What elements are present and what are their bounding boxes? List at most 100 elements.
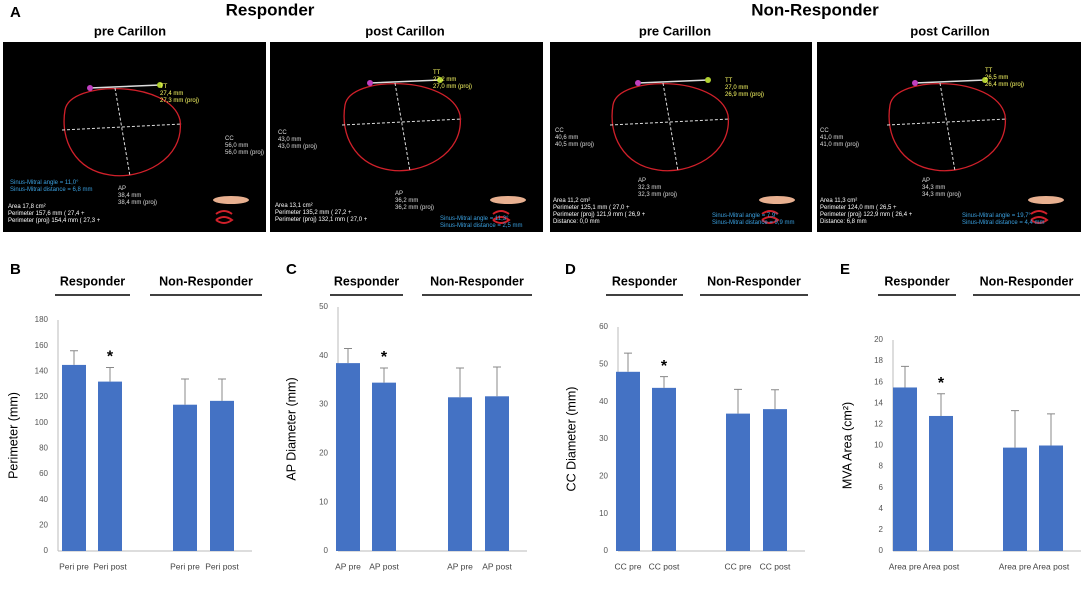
measurement-text: TT 27,0 mm 26,9 mm (proj) <box>725 78 764 98</box>
body-icon <box>213 196 249 204</box>
x-tick-label: Area pre <box>889 561 922 571</box>
x-tick-label: Peri pre <box>170 561 200 571</box>
measurement-line: 34,3 mm (proj) <box>922 192 961 198</box>
measurement-text: Sinus-Mitral angle = 11,0° Sinus-Mitral d… <box>10 180 93 193</box>
y-tick-label: 8 <box>879 462 884 471</box>
model-spiral <box>492 210 511 224</box>
measurement-text: CC 56,0 mm 56,0 mm (proj) <box>225 136 264 156</box>
measurement-text: AP 38,4 mm 38,4 mm (proj) <box>118 186 157 206</box>
annulus-contour <box>63 88 181 177</box>
measurement-line: AP <box>922 178 930 184</box>
bar <box>173 404 197 551</box>
measurement-line: Perimeter 125,1 mm ( 27,0 + <box>553 205 630 211</box>
group-label: Responder <box>612 274 677 288</box>
measurement-line: AP <box>118 186 126 192</box>
y-tick-label: 0 <box>44 546 49 555</box>
measurement-line: Distance: 0,0 mm <box>553 219 600 225</box>
tt-line <box>89 84 161 89</box>
error-bar <box>771 389 779 410</box>
y-tick-label: 18 <box>874 356 883 365</box>
bar <box>616 371 640 551</box>
measurement-line: 26,9 mm (proj) <box>725 92 764 98</box>
trigone-marker <box>367 80 373 86</box>
bar <box>726 413 750 551</box>
measurement-line: Sinus-Mitral distance = 2,5 mm <box>440 223 523 229</box>
y-tick-label: 100 <box>35 418 49 427</box>
y-axis-label: AP Diameter (mm) <box>284 377 298 480</box>
y-tick-label: 10 <box>319 497 328 506</box>
error-bar <box>380 367 388 383</box>
measurement-line: Perimeter (proj) 121,9 mm ( 26,9 + <box>553 212 646 218</box>
measurement-line: Perimeter (proj) 122,9 mm ( 26,4 + <box>820 212 913 218</box>
annulus-contour <box>611 83 729 172</box>
measurement-line: Area 13,1 cm² <box>275 203 313 209</box>
significance-marker: * <box>107 349 114 366</box>
measurement-text: Sinus-Mitral angle = 11,3° Sinus-Mitral d… <box>440 216 523 229</box>
bar <box>893 387 917 551</box>
y-tick-label: 2 <box>879 525 884 534</box>
error-bar <box>106 366 114 382</box>
y-tick-label: 0 <box>879 546 884 555</box>
x-tick-label: AP pre <box>335 561 361 571</box>
body-icon <box>490 196 526 204</box>
bar <box>210 400 234 551</box>
panel-letter: C <box>286 261 297 278</box>
group-label: Non-Responder <box>430 274 524 288</box>
error-bar <box>218 378 226 401</box>
cc-line <box>609 118 731 126</box>
group-label: Responder <box>60 274 125 288</box>
x-tick-label: Peri pre <box>59 561 89 571</box>
measurement-line: Perimeter (proj) 154,4 mm ( 27,3 + <box>8 218 101 224</box>
image-title: post Carillon <box>910 23 990 38</box>
y-tick-label: 120 <box>35 392 49 401</box>
x-tick-label: AP post <box>482 561 512 571</box>
measurement-line: 34,3 mm <box>922 185 945 191</box>
y-tick-label: 20 <box>319 449 328 458</box>
y-tick-label: 0 <box>604 546 609 555</box>
measurement-line: Perimeter 157,6 mm ( 27,4 + <box>8 211 85 217</box>
measurement-line: AP <box>638 178 646 184</box>
measurement-line: TT <box>985 68 993 74</box>
x-tick-label: Area post <box>1033 561 1070 571</box>
y-tick-label: 14 <box>874 398 883 407</box>
measurement-line: Sinus-Mitral angle = 11,0° <box>10 180 79 186</box>
x-tick-label: CC post <box>760 561 791 571</box>
error-bar <box>456 367 464 398</box>
measurement-text: TT 27,2 mm 27,0 mm (proj) <box>433 70 472 90</box>
measurement-text: Area 17,8 cm² Perimeter 157,6 mm ( 27,4 +… <box>8 204 101 224</box>
measurement-line: CC <box>278 130 287 136</box>
error-bar <box>181 378 189 405</box>
measurement-text: Area 11,2 cm² Perimeter 125,1 mm ( 27,0 +… <box>553 198 646 225</box>
x-tick-label: Area post <box>923 561 960 571</box>
x-tick-label: CC post <box>649 561 680 571</box>
trigone-marker <box>157 82 163 88</box>
measurement-line: Perimeter 135,2 mm ( 27,2 + <box>275 210 352 216</box>
measurement-line: Area 17,8 cm² <box>8 204 46 210</box>
y-tick-label: 12 <box>874 420 883 429</box>
trigone-marker <box>635 80 641 86</box>
body-icon <box>1028 196 1064 204</box>
measurement-line: TT <box>160 84 168 90</box>
bar <box>98 381 122 551</box>
measurement-line: 27,0 mm (proj) <box>433 84 472 90</box>
measurement-text: TT 27,4 mm 27,3 mm (proj) <box>160 84 199 104</box>
y-tick-label: 30 <box>599 434 608 443</box>
bar <box>485 396 509 551</box>
measurement-text: Area 11,3 cm² Perimeter 124,0 mm ( 26,5 +… <box>820 198 913 225</box>
measurement-line: 40,6 mm <box>555 135 578 141</box>
body-icon <box>759 196 795 204</box>
bar <box>62 364 86 551</box>
y-tick-label: 16 <box>874 377 883 386</box>
bar <box>929 415 953 551</box>
measurement-text: CC 40,6 mm 40,5 mm (proj) <box>555 128 594 148</box>
y-tick-label: 140 <box>35 366 49 375</box>
image-title: pre Carillon <box>94 23 166 38</box>
cc-line <box>61 123 183 131</box>
measurement-line: 36,2 mm (proj) <box>395 205 434 211</box>
y-tick-label: 30 <box>319 400 328 409</box>
group-label: Non-Responder <box>980 274 1074 288</box>
measurement-line: Sinus-Mitral distance = 9,9 mm <box>712 220 795 226</box>
significance-marker: * <box>661 358 668 375</box>
x-tick-label: CC pre <box>615 561 642 571</box>
measurement-line: 40,5 mm (proj) <box>555 142 594 148</box>
